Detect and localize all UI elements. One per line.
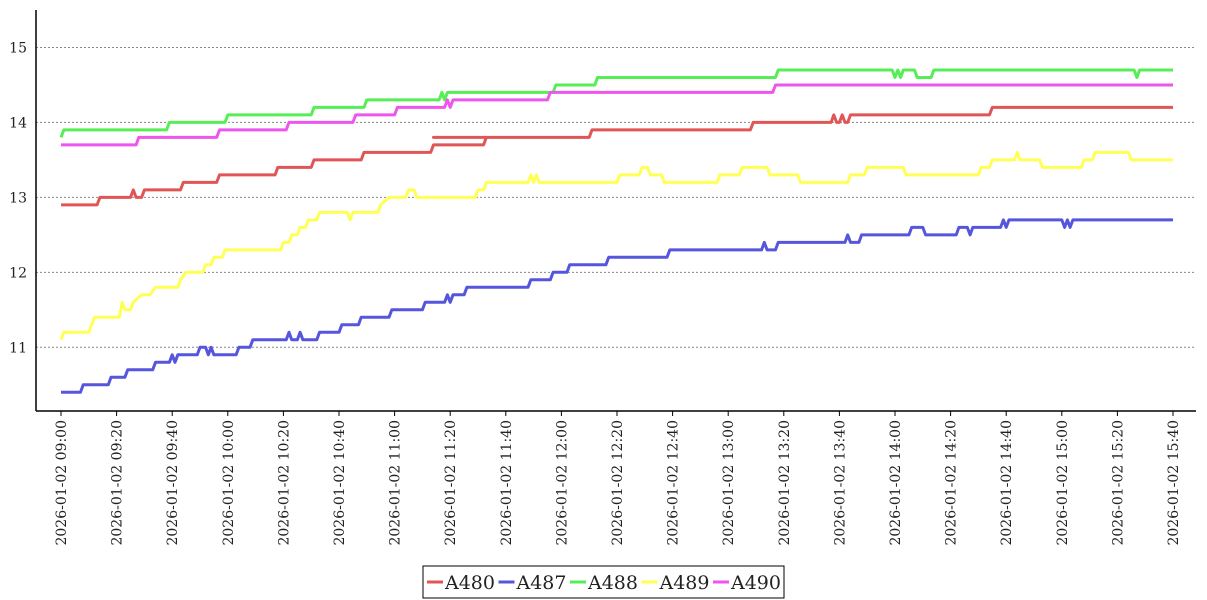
y-tick-label: 15 [9, 40, 27, 56]
legend-label-a488: A488 [587, 572, 638, 594]
x-tick-label: 2026-01-02 13:00 [721, 420, 737, 546]
x-tick-label: 2026-01-02 11:20 [443, 420, 459, 546]
x-tick-label: 2026-01-02 12:20 [610, 420, 626, 546]
x-tick-label: 2026-01-02 11:40 [499, 420, 515, 546]
series-line-a480 [61, 105, 1173, 207]
series-line-a488 [59, 68, 1173, 138]
legend-label-a490: A490 [730, 572, 781, 594]
x-tick-label: 2026-01-02 12:00 [554, 420, 570, 546]
y-tick-label: 12 [9, 265, 27, 281]
x-tick-label: 2026-01-02 14:00 [888, 420, 904, 546]
axes [35, 10, 1196, 412]
x-tick-label: 2026-01-02 13:40 [832, 420, 848, 546]
y-tick-label: 14 [9, 115, 27, 131]
x-tick-label: 2026-01-02 11:00 [388, 420, 404, 546]
legend-label-a489: A489 [659, 572, 710, 594]
x-tick-label: 2026-01-02 15:00 [1055, 420, 1071, 546]
y-tick-label: 13 [9, 190, 27, 206]
legend: A480 A487 A488 A489 A490 [422, 565, 785, 599]
x-tick-label: 2026-01-02 09:00 [54, 420, 70, 546]
y-tick-label: 11 [9, 340, 27, 356]
legend-label-a480: A480 [444, 572, 495, 594]
y-ticks: 11 12 13 14 15 [9, 40, 27, 356]
x-tick-label: 2026-01-02 09:20 [110, 420, 126, 546]
x-tick-label: 2026-01-02 09:40 [165, 420, 181, 546]
x-tick-label: 2026-01-02 15:40 [1166, 420, 1182, 546]
x-tick-label: 2026-01-02 12:40 [666, 420, 682, 546]
x-tick-label: 2026-01-02 10:20 [276, 420, 292, 546]
series-line-a487 [61, 218, 1173, 394]
x-tick-label: 2026-01-02 13:20 [777, 420, 793, 546]
series-lines [59, 68, 1173, 394]
x-tick-label: 2026-01-02 15:20 [1110, 420, 1126, 546]
x-tick-label: 2026-01-02 10:40 [332, 420, 348, 546]
x-tick-label: 2026-01-02 10:00 [221, 420, 237, 546]
series-line-a489 [59, 150, 1173, 341]
x-tick-label: 2026-01-02 14:20 [944, 420, 960, 546]
legend-label-a487: A487 [516, 572, 567, 594]
series-line-a490 [61, 83, 1173, 147]
x-tick-label: 2026-01-02 14:40 [999, 420, 1015, 546]
grid-lines [36, 46, 1196, 348]
x-ticks: 2026-01-02 09:00 2026-01-02 09:20 2026-01-… [54, 411, 1182, 546]
